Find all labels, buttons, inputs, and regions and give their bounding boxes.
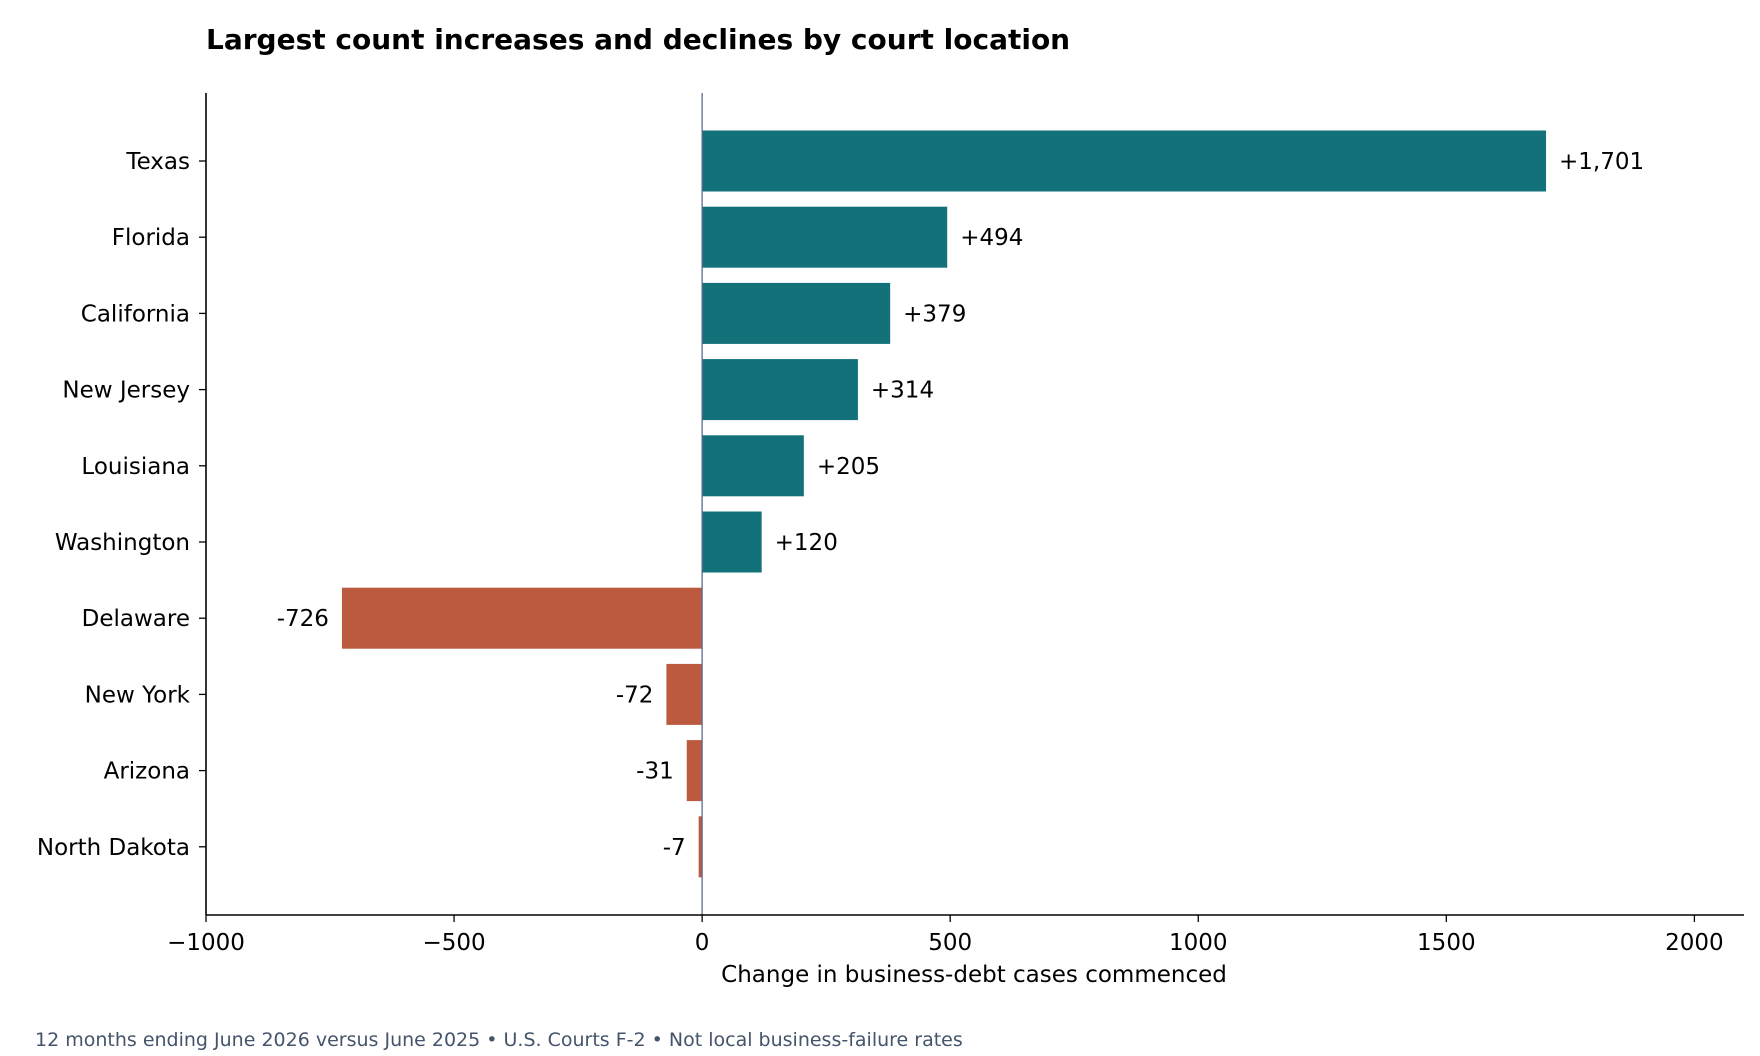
x-tick-label: 2000 xyxy=(1665,930,1724,956)
category-label: Texas xyxy=(125,149,190,175)
bar-california xyxy=(702,282,891,344)
bar-louisiana xyxy=(702,435,804,497)
bar-texas xyxy=(702,130,1547,192)
category-label: Arizona xyxy=(104,759,190,785)
category-label: North Dakota xyxy=(37,835,190,861)
category-label: Florida xyxy=(112,225,190,251)
value-label: +205 xyxy=(817,454,880,480)
x-tick-label: 1000 xyxy=(1169,930,1228,956)
labels-layer: +1,701 Texas +494 Florida +379 California +314… xyxy=(37,149,1724,956)
value-label: -72 xyxy=(616,682,654,708)
x-tick-label: 1500 xyxy=(1417,930,1476,956)
bar-new-jersey xyxy=(702,359,858,421)
category-label: Louisiana xyxy=(81,454,190,480)
value-label: +379 xyxy=(903,301,966,327)
value-label: -726 xyxy=(277,606,329,632)
value-label: +120 xyxy=(775,530,838,556)
bar-north-dakota xyxy=(698,816,703,878)
value-label: +314 xyxy=(871,378,934,404)
value-label: +494 xyxy=(960,225,1023,251)
x-tick-label: −1000 xyxy=(167,930,245,956)
chart-title: Largest count increases and declines by … xyxy=(206,23,1070,56)
footnote: 12 months ending June 2026 versus June 2… xyxy=(35,1029,963,1051)
x-axis-title: Change in business-debt cases commenced xyxy=(721,962,1227,988)
axes-layer xyxy=(199,93,1744,922)
x-tick-label: −500 xyxy=(422,930,485,956)
bar-arizona xyxy=(686,740,703,802)
bar-delaware xyxy=(341,587,703,649)
bar-new-york xyxy=(666,663,703,725)
category-label: New Jersey xyxy=(62,378,190,404)
value-label: +1,701 xyxy=(1559,149,1644,175)
value-label: -7 xyxy=(663,835,686,861)
x-tick-label: 500 xyxy=(928,930,972,956)
value-label: -31 xyxy=(636,759,674,785)
category-label: Delaware xyxy=(82,606,190,632)
x-tick-label: 0 xyxy=(695,930,710,956)
category-label: Washington xyxy=(55,530,190,556)
bars-layer xyxy=(341,130,1547,878)
category-label: California xyxy=(81,301,190,327)
bar-washington xyxy=(702,511,762,573)
bar-florida xyxy=(702,206,948,268)
category-label: New York xyxy=(85,682,191,708)
